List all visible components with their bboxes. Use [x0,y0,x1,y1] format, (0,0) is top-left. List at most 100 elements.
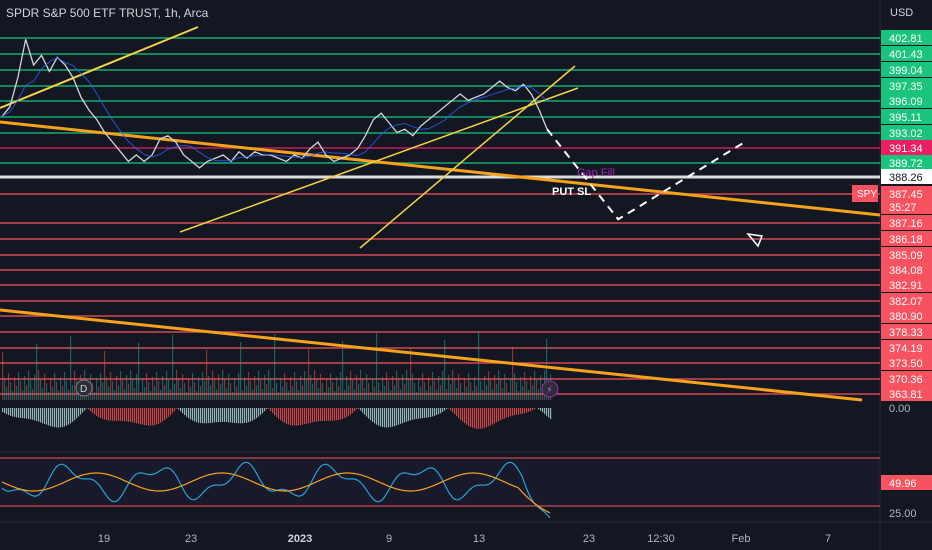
descending-trendline-upper[interactable] [0,120,881,217]
volume-bar [238,373,240,400]
upper-trendline-left[interactable] [0,26,199,109]
lightning-event-icon[interactable] [541,380,559,398]
volume-bar [400,389,402,400]
macd-bar [142,408,144,425]
gap-fill-label: Gap Fill [577,167,615,179]
macd-bar [224,408,226,423]
volume-bar [308,349,310,400]
time-tick-label: 19 [98,533,110,545]
macd-bar [506,408,508,418]
price-label-bg [881,155,932,170]
volume-bar [160,390,162,400]
macd-bar [218,408,220,423]
price-label-bg [881,371,932,386]
volume-bar [218,375,220,400]
macd-bar [58,408,60,428]
volume-bar [320,374,322,400]
volume-bar [520,377,522,400]
macd-bar [306,408,308,424]
macd-bar [174,408,176,411]
volume-bar [30,380,32,400]
macd-bar [192,408,194,421]
time-tick-label: 12:30 [647,533,675,545]
macd-bar [548,408,550,418]
price-label-bg [881,186,932,201]
macd-bar [278,408,280,419]
macd-bar [484,408,486,428]
volume-bar [32,389,34,400]
volume-bar [102,382,104,400]
macd-bar [388,408,390,428]
volume-bar [382,377,384,400]
volume-bar [498,370,500,400]
volume-bar [312,384,314,400]
macd-bar [338,408,340,420]
macd-bar [480,408,482,429]
macd-bar [334,408,336,421]
macd-histogram [2,408,552,429]
macd-bar [232,408,234,423]
channel-upper-line[interactable] [179,87,579,233]
macd-bar [170,408,172,415]
macd-bar [4,408,6,414]
macd-bar [310,408,312,423]
price-label-bg [881,340,932,355]
dividend-marker-icon[interactable] [75,379,93,397]
price-label: 391.34 [889,143,923,155]
volume-bar [62,386,64,400]
macd-bar [462,408,464,422]
volume-bar [442,371,444,400]
macd-bar [254,408,256,420]
volume-bar [404,384,406,400]
macd-bar [356,408,358,410]
volume-bar [176,370,178,400]
symbol-tag[interactable] [852,185,878,202]
macd-bar [84,408,86,411]
macd-bar [8,408,10,416]
price-label-bg [881,109,932,124]
macd-bar [130,408,132,422]
volume-bar [368,383,370,400]
volume-bar [96,378,98,400]
time-tick-label: 9 [386,533,392,545]
volume-bar [272,388,274,400]
macd-bar [234,408,236,423]
price-label: 382.07 [889,296,923,308]
macd-bar [292,408,294,426]
macd-bar [34,408,36,421]
macd-bar [352,408,354,413]
volume-bar [138,343,140,400]
volume-bar [372,378,374,400]
macd-bar [440,408,442,414]
macd-bar [378,408,380,426]
macd-bar [368,408,370,419]
macd-bar [328,408,330,421]
volume-bar [316,379,318,400]
channel-lower-line[interactable] [359,65,576,249]
price-label-bg [881,93,932,108]
volume-bar [438,376,440,400]
volume-bar [162,376,164,400]
macd-bar [406,408,408,422]
macd-bar [124,408,126,422]
macd-bar [546,408,548,416]
volume-bar [412,374,414,400]
volume-bar [340,372,342,400]
macd-bar [60,408,62,428]
volume-bar [292,386,294,400]
time-tick-label: 23 [583,533,595,545]
volume-bar [2,352,4,400]
volume-bar [68,390,70,400]
volume-bar [306,380,308,400]
put-sl-label: PUT SL [552,186,591,198]
price-label: 402.81 [889,33,923,45]
volume-bar [456,388,458,400]
macd-bar [160,408,162,423]
volume-bar [172,335,174,400]
macd-bar [326,408,328,421]
macd-bar [168,408,170,417]
volume-bar [28,371,30,400]
descending-trendline-lower[interactable] [0,308,863,402]
macd-bar [542,408,544,413]
